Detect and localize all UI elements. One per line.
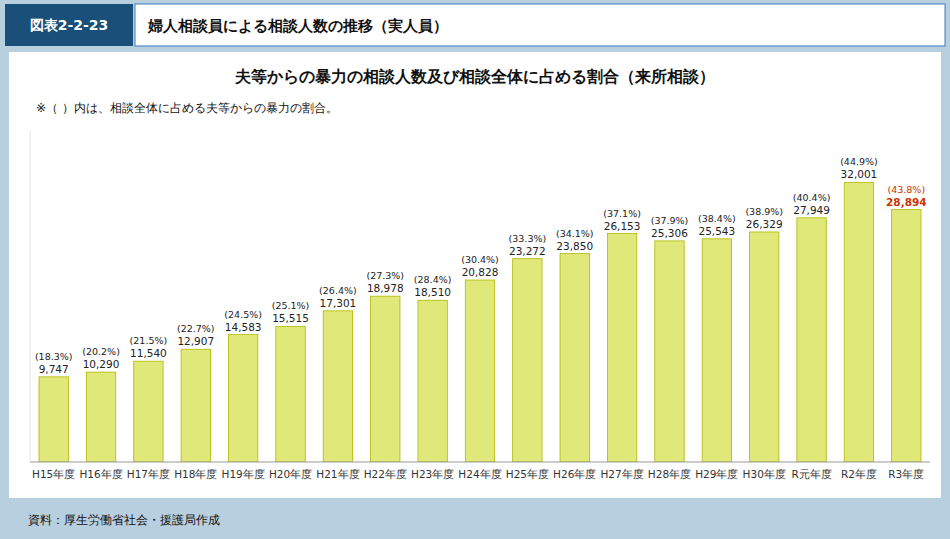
share-label: (33.3%) (509, 233, 547, 244)
bar (844, 182, 873, 462)
x-tick-label: R3年度 (888, 468, 924, 480)
x-tick-label: H27年度 (600, 468, 643, 480)
bars (39, 182, 921, 462)
subtitle: 婦人相談員による相談人数の推移（実人員） (147, 17, 448, 35)
share-label: (30.4%) (461, 254, 499, 265)
value-label: 23,850 (556, 240, 593, 252)
share-label: (38.9%) (745, 206, 783, 217)
x-tick-label: H29年度 (695, 468, 738, 480)
bar (465, 280, 494, 462)
value-label: 20,828 (462, 266, 499, 278)
bar (39, 377, 68, 462)
bar (323, 311, 352, 462)
x-tick-label: R元年度 (791, 468, 831, 480)
y-range-line (30, 130, 31, 462)
share-label: (24.5%) (224, 309, 262, 320)
value-label: 25,543 (698, 225, 735, 237)
x-tick-label: H17年度 (127, 468, 170, 480)
bar (134, 361, 163, 462)
note: ※（ ）内は、相談全体に占める夫等からの暴力の割合。 (36, 101, 338, 115)
share-label: (37.1%) (603, 208, 641, 219)
bar (750, 232, 779, 462)
share-label: (40.4%) (793, 192, 831, 203)
x-tick-label: H28年度 (648, 468, 691, 480)
value-label: 17,301 (320, 297, 357, 309)
share-label: (28.4%) (414, 274, 452, 285)
value-label: 28,894 (886, 196, 927, 208)
share-label: (38.4%) (698, 213, 736, 224)
value-label: 26,329 (746, 218, 783, 230)
value-label: 23,272 (509, 245, 546, 257)
x-tick-label: H20年度 (269, 468, 312, 480)
bar (607, 234, 636, 462)
bar (560, 254, 589, 462)
value-label: 26,153 (604, 220, 641, 232)
source: 資料：厚生労働省社会・援護局作成 (28, 513, 220, 527)
x-tick-label: H18年度 (174, 468, 217, 480)
value-label: 11,540 (130, 347, 167, 359)
value-label: 27,949 (793, 204, 830, 216)
bar (86, 372, 115, 462)
header-title-box (135, 4, 945, 46)
bar (892, 210, 921, 462)
bar (418, 300, 447, 462)
bar (655, 241, 684, 462)
share-label: (27.3%) (366, 270, 404, 281)
bar (797, 218, 826, 462)
title: 夫等からの暴力の相談人数及び相談全体に占める割合（来所相談） (234, 67, 715, 86)
share-label: (20.2%) (82, 346, 120, 357)
x-tick-label: H23年度 (411, 468, 454, 480)
chart: 図表2-2-23 婦人相談員による相談人数の推移（実人員） 夫等からの暴力の相談人数… (0, 0, 950, 539)
bar (513, 259, 542, 462)
x-tick-label: H19年度 (222, 468, 265, 480)
share-label: (34.1%) (556, 228, 594, 239)
share-label: (26.4%) (319, 285, 357, 296)
x-tick-label: H26年度 (553, 468, 596, 480)
x-axis-line (30, 462, 930, 463)
x-tick-label: H30年度 (743, 468, 786, 480)
value-label: 14,583 (225, 321, 262, 333)
value-label: 25,306 (651, 227, 688, 239)
share-label: (22.7%) (177, 323, 215, 334)
bar (228, 335, 257, 462)
share-label: (43.8%) (888, 184, 926, 195)
x-tick-label: H25年度 (506, 468, 549, 480)
x-tick-labels: H15年度 H16年度 H17年度 H18年度 H19年度 H20年度 H21年度 H22年度… (32, 468, 924, 480)
value-label: 12,907 (177, 335, 214, 347)
share-label: (44.9%) (840, 156, 878, 167)
x-tick-label: H21年度 (316, 468, 359, 480)
share-label: (21.5%) (130, 335, 168, 346)
share-label: (18.3%) (35, 351, 73, 362)
value-label: 9,747 (39, 363, 69, 375)
value-label: 32,001 (841, 168, 878, 180)
x-tick-label: H22年度 (364, 468, 407, 480)
share-label: (37.9%) (651, 215, 689, 226)
value-label: 15,515 (272, 312, 309, 324)
value-label: 18,510 (414, 286, 451, 298)
x-tick-label: H15年度 (32, 468, 75, 480)
bar (181, 349, 210, 462)
x-tick-label: H16年度 (79, 468, 122, 480)
x-tick-label: H24年度 (458, 468, 501, 480)
share-label: (25.1%) (272, 300, 310, 311)
header-label-box (5, 4, 133, 46)
value-label: 18,978 (367, 282, 404, 294)
bar (276, 326, 305, 462)
data-labels: 9,747(18.3%) 10,290(20.2%) 11,540(21.5%) 12… (35, 156, 927, 374)
bar (702, 239, 731, 462)
value-label: 10,290 (83, 358, 120, 370)
header-label: 図表2-2-23 (30, 17, 109, 33)
bar (371, 296, 400, 462)
inner-area (9, 52, 941, 498)
x-tick-label: R2年度 (841, 468, 877, 480)
